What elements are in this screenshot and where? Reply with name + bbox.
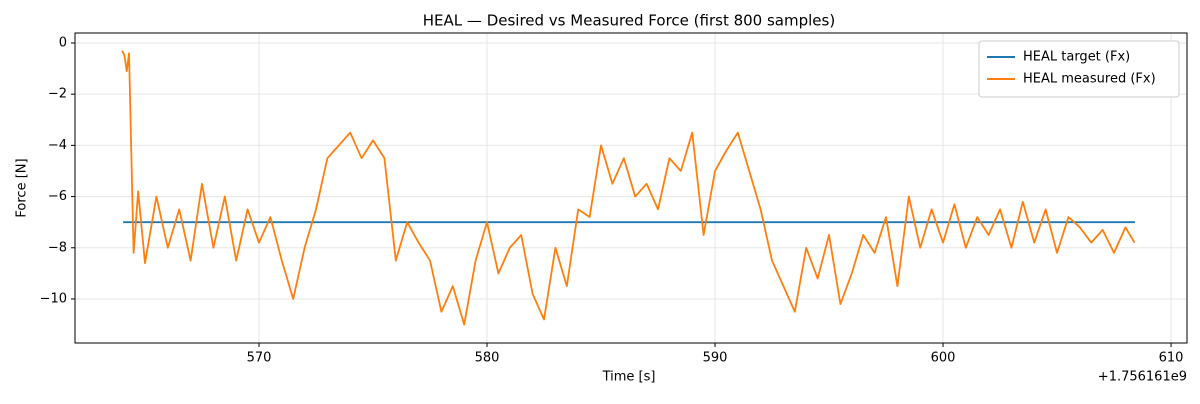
x-tick-label: 600 xyxy=(931,351,956,366)
y-tick-label: −6 xyxy=(48,189,67,204)
y-tick-label: −2 xyxy=(48,87,67,102)
x-axis-label: Time [s] xyxy=(602,370,656,385)
x-tick-label: 570 xyxy=(247,351,272,366)
plot-frame xyxy=(74,32,1188,344)
y-tick-label: 0 xyxy=(59,35,67,50)
chart-title: HEAL — Desired vs Measured Force (first … xyxy=(423,12,835,30)
legend-box xyxy=(978,40,1180,98)
y-axis-label: Force [N] xyxy=(15,158,30,217)
y-tick-label: −4 xyxy=(48,138,67,153)
legend-label: HEAL target (Fx) xyxy=(1023,50,1130,65)
x-tick-label: 580 xyxy=(475,351,500,366)
x-tick-label: 610 xyxy=(1159,351,1184,366)
data-line xyxy=(121,50,1136,326)
y-tick-label: −10 xyxy=(40,291,67,306)
y-tick-label: −8 xyxy=(48,240,67,255)
x-offset-label: +1.756161e9 xyxy=(1098,370,1187,385)
x-tick-label: 590 xyxy=(703,351,728,366)
legend-label: HEAL measured (Fx) xyxy=(1023,72,1156,87)
